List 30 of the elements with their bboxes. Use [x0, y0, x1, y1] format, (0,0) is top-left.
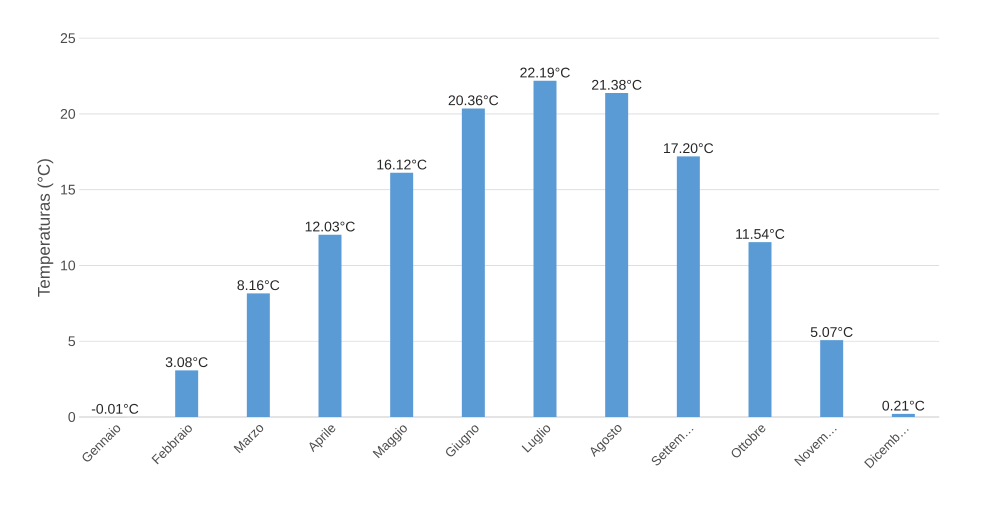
bar — [318, 234, 342, 417]
y-axis-title: Temperaturas (°C) — [37, 159, 54, 297]
bar — [246, 293, 270, 417]
data-label: 8.16°C — [237, 280, 280, 290]
data-label: 21.38°C — [592, 80, 642, 90]
data-label: 22.19°C — [520, 68, 570, 78]
data-label: 5.07°C — [810, 327, 853, 337]
y-tick-label: 10 — [61, 260, 76, 270]
y-tick-label: 15 — [61, 184, 76, 195]
y-tick-label: 20 — [60, 108, 76, 119]
data-label: 3.08°C — [166, 357, 208, 368]
bar — [462, 108, 485, 417]
data-label: 17.20°C — [664, 143, 714, 154]
bar — [175, 370, 198, 417]
data-label: 20.36°C — [448, 95, 498, 106]
data-label: 12.03°C — [306, 222, 355, 232]
y-tick-label: 25 — [60, 33, 76, 44]
data-label: -0.01°C — [92, 404, 138, 414]
bar — [820, 340, 844, 417]
data-label: 0.21°C — [882, 400, 924, 411]
bar — [748, 242, 772, 417]
bar — [892, 414, 915, 417]
data-label: 16.12°C — [377, 160, 427, 170]
data-label: 11.54°C — [736, 229, 784, 239]
bar — [390, 172, 414, 417]
bar — [534, 80, 557, 417]
bar — [676, 156, 700, 417]
bar — [605, 93, 628, 417]
y-tick-label: 0 — [68, 412, 76, 422]
y-tick-label: 5 — [68, 336, 76, 346]
